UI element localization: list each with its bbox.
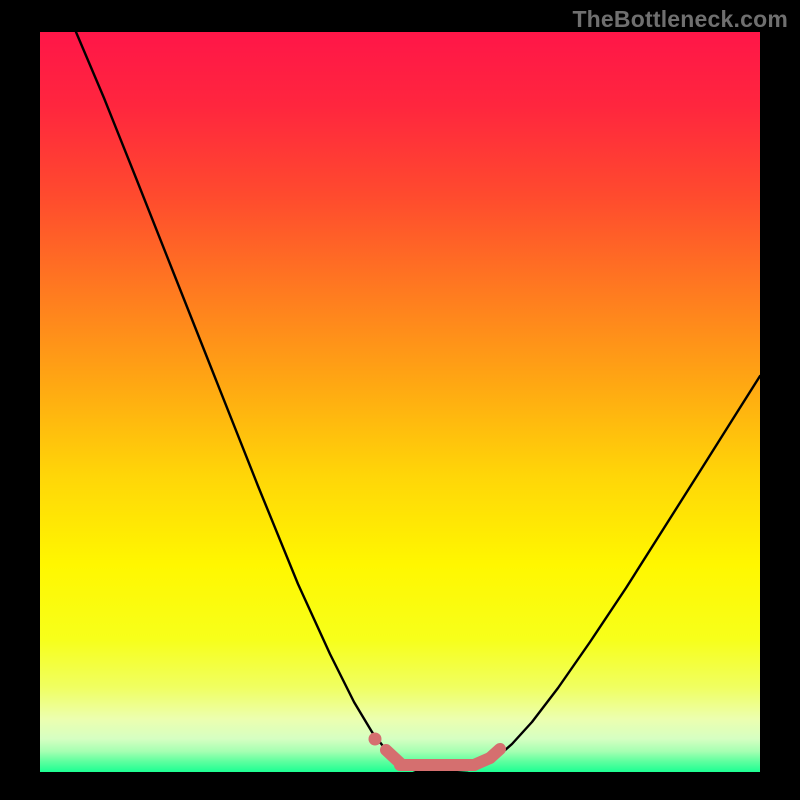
bottleneck-curve-chart (40, 32, 760, 772)
watermark-text: TheBottleneck.com (572, 6, 788, 33)
